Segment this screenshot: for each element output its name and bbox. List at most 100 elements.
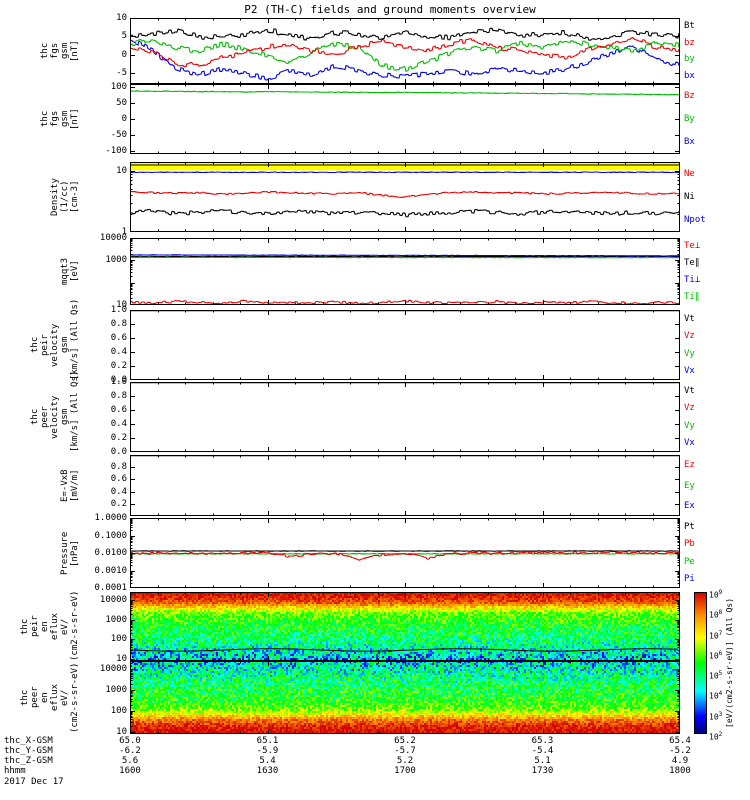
y-tick-label: 1.0	[110, 305, 127, 315]
y-tick-label: -50	[110, 129, 127, 140]
x-tick-value: 5.1	[534, 756, 551, 766]
legend-entry: Vt	[684, 385, 695, 396]
legend-entry: By	[684, 114, 695, 124]
colorbar-label: [eV/(cm2-s-sr-eV)] (All Qs)	[725, 597, 734, 729]
date-label: 2017 Dec 17	[4, 777, 64, 787]
panel-vel-peir-canvas	[130, 310, 680, 380]
y-tick-label: 0	[121, 114, 127, 124]
y-tick-label: 1.0000	[94, 513, 127, 523]
y-tick-label: -5	[116, 68, 127, 78]
x-tick-value: -5.9	[256, 746, 279, 756]
colorbar-tick: 105	[709, 670, 723, 681]
chart-title: P2 (TH-C) fields and ground moments over…	[244, 3, 536, 16]
x-tick-value: 1700	[394, 766, 416, 776]
y-tick-label: 0.8	[110, 462, 127, 473]
legend-entry: Ti∥	[684, 291, 700, 302]
x-tick-value: 1730	[531, 766, 554, 776]
y-tick-label: 100	[110, 706, 127, 717]
panel-ylabel: Density (1/cc) [cm-3]	[50, 178, 80, 216]
legend-entry: Ti⊥	[684, 274, 701, 285]
axis-row-name: thc_Z-GSM	[4, 756, 53, 766]
legend-entry: bx	[684, 70, 695, 81]
x-tick-value: 1630	[256, 766, 279, 776]
colorbar-tick: 104	[709, 690, 723, 702]
y-tick-label: 0.6	[110, 333, 127, 343]
y-tick-label: 0.0001	[94, 583, 127, 593]
y-tick-label: 0.6	[110, 474, 127, 485]
y-tick-label: 10000	[99, 594, 127, 605]
legend-entry: Npot	[684, 215, 706, 226]
panel-vel-peer-canvas	[130, 382, 680, 452]
y-tick-label: 10000	[99, 664, 127, 675]
y-tick-label: 5	[121, 31, 127, 42]
colorbar-tick: 102	[709, 731, 723, 742]
y-tick-label: 10	[116, 13, 127, 23]
panel-spec-peir-canvas	[130, 592, 680, 661]
panel-bfield2-canvas	[130, 84, 680, 154]
x-tick-value: 65.0	[119, 736, 141, 746]
axis-row-name: thc_Y-GSM	[4, 746, 53, 756]
y-tick-label: 10	[116, 165, 127, 176]
legend-entry: Vz	[684, 331, 695, 342]
legend-entry: Ex	[684, 500, 695, 511]
y-tick-label: 1000	[105, 255, 127, 266]
legend-entry: Pe	[684, 556, 695, 567]
colorbar-tick: 109	[709, 589, 723, 600]
y-tick-label: 100	[110, 82, 127, 93]
panel-ylabel: E=-VxB [mV/m]	[60, 469, 80, 502]
x-tick-value: -5.7	[394, 746, 416, 756]
panel-ylabel: thc fgs gsm [nT]	[40, 108, 80, 130]
x-tick-value: -5.4	[531, 746, 554, 756]
x-tick-value: 5.4	[259, 756, 276, 766]
y-tick-label: 10	[116, 300, 127, 310]
panel-ylabel: thc peir en eflux eV/ (cm2-s-sr-eV)	[20, 590, 80, 661]
x-tick-value: 65.2	[394, 736, 416, 746]
legend-entry: Ez	[684, 460, 695, 471]
legend-entry: Vy	[684, 420, 695, 431]
y-tick-label: 0.0100	[94, 548, 127, 558]
y-tick-label: 50	[116, 98, 127, 109]
panel-pressure-canvas	[130, 518, 680, 588]
x-tick-value: 5.6	[121, 756, 139, 766]
panel-ylabel: thc fgs gsm [nT]	[40, 40, 80, 62]
y-tick-label: 1.0	[110, 377, 127, 387]
legend-entry: Pt	[684, 521, 695, 532]
y-tick-label: 0.4	[110, 347, 127, 357]
legend-entry: Pi	[684, 574, 695, 585]
y-tick-label: 0.8	[110, 319, 127, 329]
legend-entry: Bx	[684, 137, 695, 148]
panel-spec-peer-canvas	[130, 661, 680, 734]
legend-entry: Bz	[684, 90, 695, 101]
y-tick-label: 10000	[99, 233, 127, 243]
y-tick-label: -100	[105, 145, 127, 156]
x-tick-value: 4.9	[671, 756, 689, 766]
y-tick-label: 0.0	[110, 447, 127, 457]
y-tick-label: 100	[110, 634, 127, 645]
x-tick-value: 65.3	[531, 736, 554, 746]
legend-entry: Ni	[684, 192, 695, 202]
y-tick-label: 0.0010	[94, 565, 127, 576]
colorbar-tick: 108	[709, 609, 723, 620]
panel-density-canvas	[130, 162, 680, 232]
legend-entry: by	[684, 54, 695, 65]
y-tick-label: 0.4	[110, 486, 127, 497]
y-tick-label: 0.2	[110, 498, 127, 509]
legend-entry: Pb	[684, 539, 695, 550]
legend-entry: Vx	[684, 366, 695, 377]
panel-ylabel: Pressure [nPa]	[60, 531, 80, 575]
y-tick-label: 10	[116, 654, 127, 665]
y-tick-label: 0.6	[110, 405, 127, 415]
legend-entry: Ey	[684, 480, 695, 491]
y-tick-label: 0	[121, 49, 127, 60]
panel-ylabel: thc peer velocity gsm [km/s] (All Qs)	[30, 370, 80, 452]
panel-bfield-canvas	[130, 18, 680, 84]
x-tick-value: 1600	[119, 766, 141, 776]
legend-entry: Te∥	[684, 258, 700, 269]
legend-entry: Vz	[684, 403, 695, 414]
x-tick-value: 65.1	[256, 736, 279, 746]
legend-entry: Vt	[684, 313, 695, 324]
y-tick-label: 10	[116, 726, 127, 737]
colorbar-tick: 107	[709, 629, 723, 641]
legend-entry: Te⊥	[684, 241, 701, 252]
